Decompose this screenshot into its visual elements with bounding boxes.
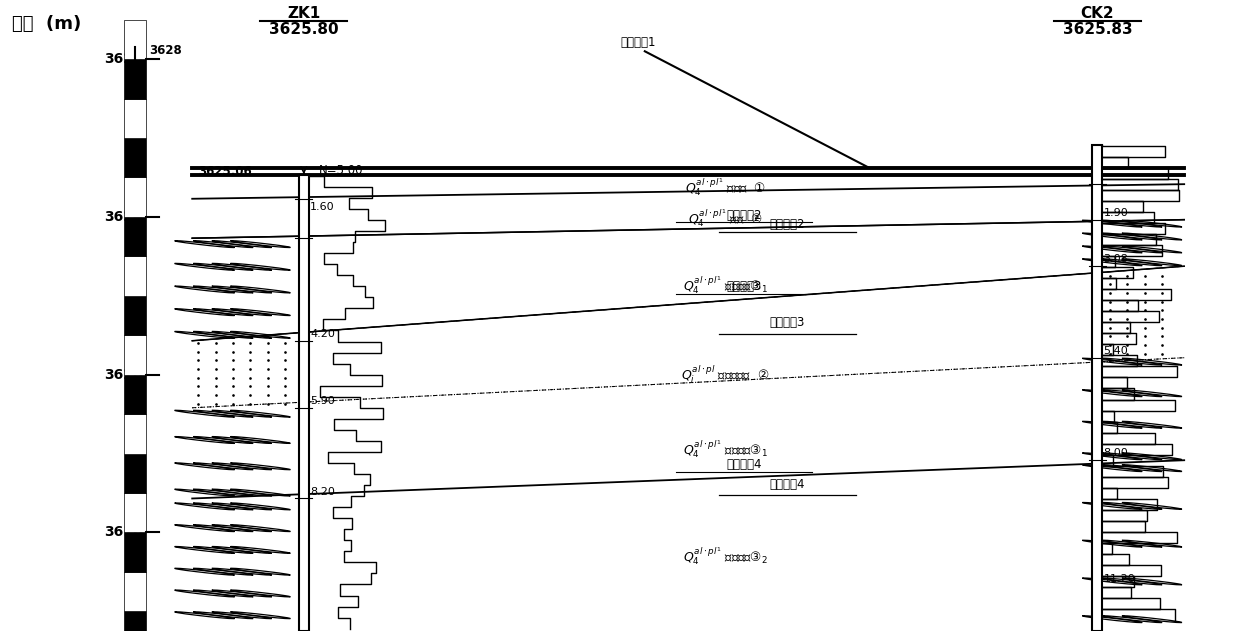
Bar <box>124 98 146 138</box>
Text: 地质界限3: 地质界限3 <box>770 316 805 329</box>
Text: 1.60: 1.60 <box>310 201 335 211</box>
Text: 地质界限3: 地质界限3 <box>727 280 761 293</box>
Text: 3628: 3628 <box>149 44 181 57</box>
Text: 8.20: 8.20 <box>310 487 335 497</box>
Bar <box>124 414 146 454</box>
Text: 地质界限4: 地质界限4 <box>727 458 761 471</box>
Text: 8.00: 8.00 <box>1104 448 1128 458</box>
Text: 地质界限4: 地质界限4 <box>770 478 805 491</box>
Bar <box>299 175 309 631</box>
Text: 高程  (m): 高程 (m) <box>12 15 82 33</box>
Text: 地质界限2: 地质界限2 <box>727 209 761 221</box>
Text: 地质界限1: 地质界限1 <box>620 37 656 49</box>
Text: $Q_i^{al\cdot pl}$ 含圆砾粉砂  ②: $Q_i^{al\cdot pl}$ 含圆砾粉砂 ② <box>681 363 770 385</box>
Text: 地质界限2: 地质界限2 <box>770 218 805 231</box>
Bar <box>1092 144 1102 631</box>
Bar <box>124 335 146 375</box>
Text: 3625.83: 3625.83 <box>1063 22 1132 37</box>
Text: 3624: 3624 <box>104 210 143 224</box>
Bar <box>124 256 146 296</box>
Bar <box>124 375 146 414</box>
Text: $Q_4^{al\cdot pl^1}$ 稍密卵石③$_1$: $Q_4^{al\cdot pl^1}$ 稍密卵石③$_1$ <box>683 439 768 460</box>
Text: 3628: 3628 <box>104 52 143 66</box>
Bar <box>124 611 146 631</box>
Text: 3625.80: 3625.80 <box>269 22 339 37</box>
Text: $Q_4^{al\cdot pl^1}$ 回填土  ①: $Q_4^{al\cdot pl^1}$ 回填土 ① <box>684 176 766 198</box>
Bar <box>124 454 146 493</box>
Bar <box>124 20 146 59</box>
Text: 5.40: 5.40 <box>1104 346 1128 356</box>
Text: 3620: 3620 <box>104 368 143 382</box>
Bar <box>124 533 146 572</box>
Text: 1.90: 1.90 <box>1104 208 1128 218</box>
Text: CK2: CK2 <box>1080 6 1115 21</box>
Bar <box>124 217 146 256</box>
Text: 5.90: 5.90 <box>310 396 335 406</box>
Bar <box>124 572 146 611</box>
Text: 3.08: 3.08 <box>1104 254 1128 264</box>
Text: 3625.06: 3625.06 <box>198 165 252 178</box>
Text: 3616: 3616 <box>104 526 143 540</box>
Text: ZK1: ZK1 <box>288 6 320 21</box>
Bar <box>124 493 146 533</box>
Bar <box>124 59 146 98</box>
Bar <box>124 177 146 217</box>
Bar <box>124 296 146 335</box>
Text: 11.20: 11.20 <box>1104 574 1136 584</box>
Bar <box>124 138 146 177</box>
Text: $Q_4^{al\cdot pl^1}$ 粉砂  ②: $Q_4^{al\cdot pl^1}$ 粉砂 ② <box>688 208 763 230</box>
Text: 4.20: 4.20 <box>310 329 335 339</box>
Text: $Q_4^{al\cdot pl^1}$ 中密卵石③$_2$: $Q_4^{al\cdot pl^1}$ 中密卵石③$_2$ <box>683 545 768 567</box>
Text: $Q_4^{al\cdot pl^1}$ 稍密卵石③$_1$: $Q_4^{al\cdot pl^1}$ 稍密卵石③$_1$ <box>683 274 768 297</box>
Text: N=5.00: N=5.00 <box>319 164 363 177</box>
